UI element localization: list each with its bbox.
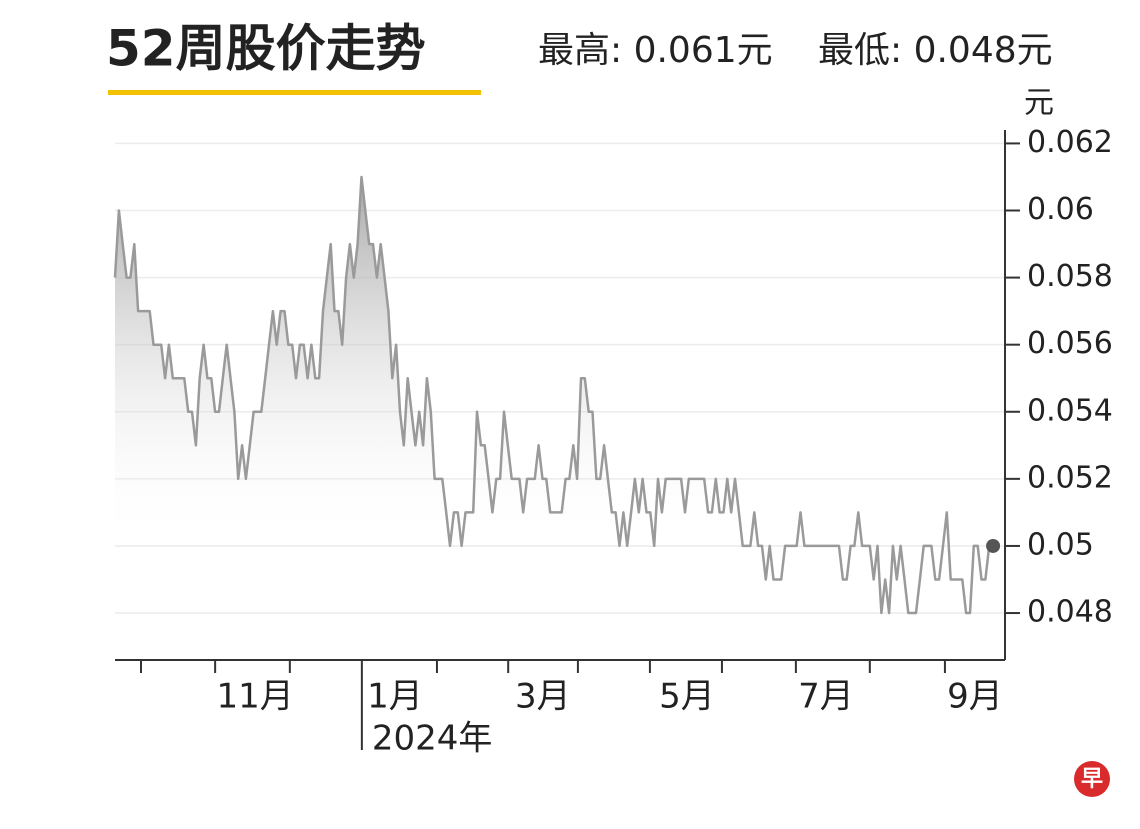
- area: [115, 177, 994, 660]
- x-tick-label: 11月: [217, 677, 294, 717]
- y-tick-label: 0.058: [1027, 259, 1113, 294]
- y-tick-label: 0.056: [1027, 326, 1113, 361]
- x-tick-label: 1月: [367, 677, 423, 717]
- y-tick-label: 0.062: [1027, 125, 1113, 160]
- logo: 早: [1081, 767, 1103, 792]
- logo-badge: [1074, 761, 1110, 797]
- x-tick-label: 3月: [515, 677, 571, 717]
- y-tick-label: 0.06: [1027, 192, 1094, 227]
- price-line: [113, 175, 994, 615]
- last-point: [986, 538, 1001, 553]
- y-tick-label: 0.054: [1027, 393, 1113, 428]
- y-tick-label: 0.048: [1027, 595, 1113, 630]
- x-tick-label: 7月: [798, 677, 854, 717]
- x-tick-label: 5月: [659, 677, 715, 717]
- y-unit: 元: [1024, 86, 1054, 121]
- title-underline: [108, 90, 481, 95]
- high-label: 最高: 0.061元: [538, 30, 773, 71]
- low-label: 最低: 0.048元: [818, 30, 1053, 71]
- x-tick-label: 9月: [947, 677, 1003, 717]
- y-tick-label: 0.05: [1027, 527, 1094, 562]
- year-label: 2024年: [372, 719, 493, 759]
- chart-title: 52周股价走势: [106, 20, 426, 78]
- y-tick-label: 0.052: [1027, 460, 1113, 495]
